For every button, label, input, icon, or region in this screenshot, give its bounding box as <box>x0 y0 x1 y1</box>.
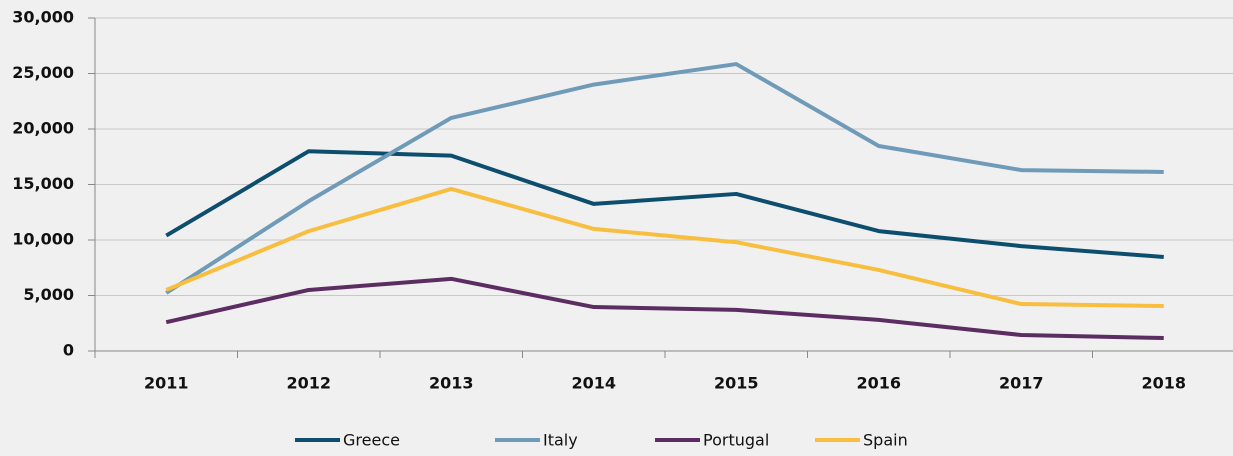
y-tick-label: 20,000 <box>12 119 74 138</box>
x-tick-label: 2012 <box>286 374 331 393</box>
y-tick-label: 0 <box>63 341 74 360</box>
y-tick-label: 15,000 <box>12 174 74 193</box>
y-tick-label: 10,000 <box>12 230 74 249</box>
series-line <box>165 62 1164 295</box>
x-tick-label: 2013 <box>429 374 474 393</box>
series-line <box>165 276 1164 341</box>
x-tick-label: 2014 <box>571 374 616 393</box>
legend-label: Greece <box>343 431 400 450</box>
x-tick-label: 2015 <box>714 374 759 393</box>
x-tick-label: 2017 <box>999 374 1044 393</box>
x-tick-label: 2018 <box>1141 374 1186 393</box>
series-line <box>165 149 1164 259</box>
y-tick-label: 30,000 <box>12 8 74 27</box>
legend-label: Spain <box>863 431 908 450</box>
x-tick-label: 2016 <box>856 374 901 393</box>
x-tick-label: 2011 <box>144 374 189 393</box>
legend-label: Portugal <box>703 431 769 450</box>
y-tick-label: 25,000 <box>12 63 74 82</box>
series-line <box>165 186 1164 309</box>
y-tick-label: 5,000 <box>23 285 74 304</box>
legend-label: Italy <box>543 431 578 450</box>
